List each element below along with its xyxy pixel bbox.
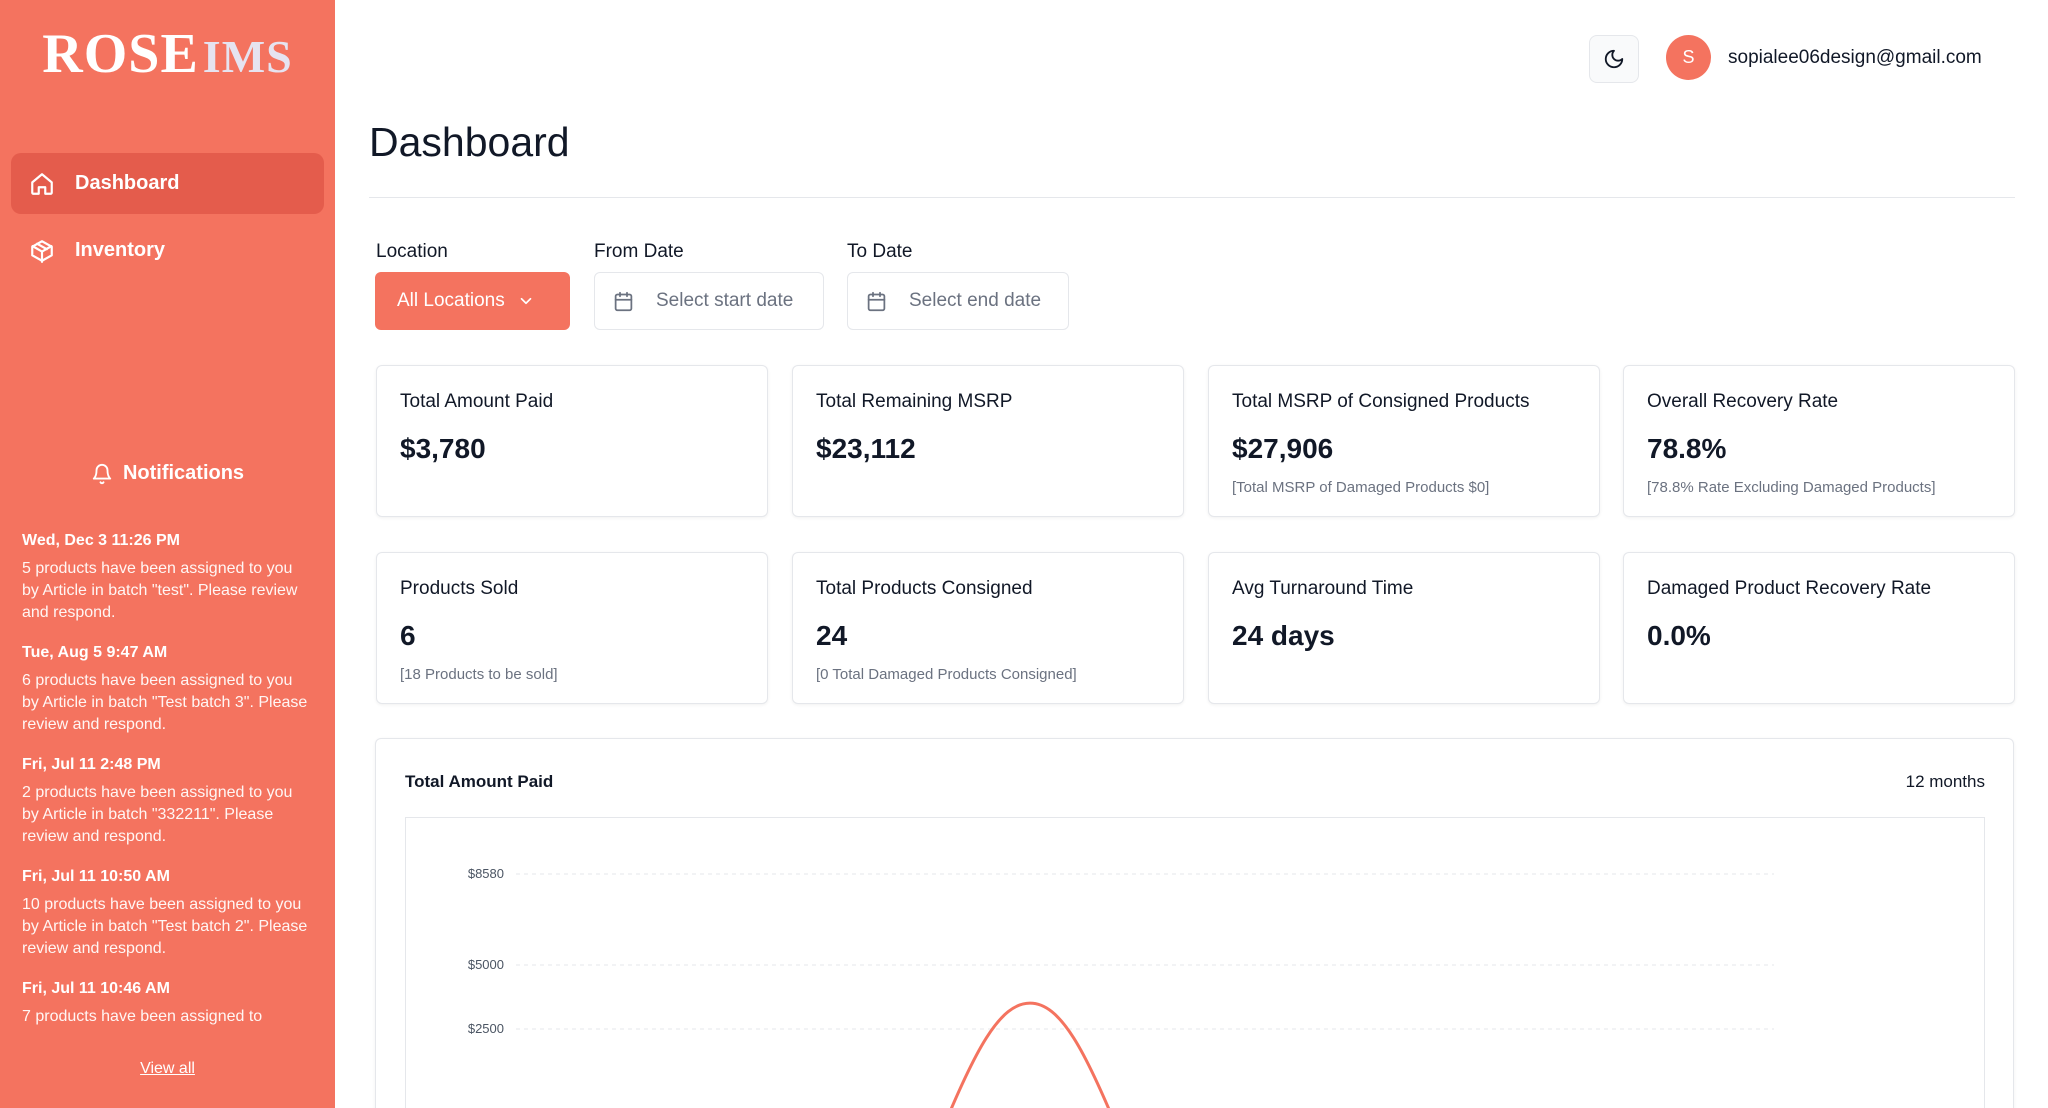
stat-title: Damaged Product Recovery Rate <box>1647 578 1932 599</box>
location-select[interactable]: All Locations <box>375 272 570 330</box>
calendar-icon <box>867 291 886 311</box>
notification-message: 2 products have been assigned to you by … <box>22 784 293 845</box>
home-icon <box>29 171 55 197</box>
notification-time: Fri, Jul 11 2:48 PM <box>22 756 161 773</box>
notifications-list[interactable]: Wed, Dec 3 11:26 PM 5 products have been… <box>22 530 312 1042</box>
stat-title: Total Products Consigned <box>816 578 1033 599</box>
stat-subtext: [78.8% Rate Excluding Damaged Products] <box>1647 479 1936 496</box>
notification-message: 6 products have been assigned to you by … <box>22 672 308 733</box>
notification-item[interactable]: Fri, Jul 11 10:50 AM 10 products have be… <box>22 866 312 960</box>
user-email[interactable]: sopialee06design@gmail.com <box>1728 47 1982 68</box>
logo-sub-text: IMS <box>202 31 293 82</box>
end-date-picker[interactable]: Select end date <box>847 272 1069 330</box>
stat-value: $3,780 <box>400 433 486 464</box>
stat-value: 24 <box>816 620 848 651</box>
stat-subtext: [0 Total Damaged Products Consigned] <box>816 666 1077 683</box>
sidebar-item-label: Inventory <box>75 239 166 261</box>
sidebar-item-inventory[interactable]: Inventory <box>11 220 324 281</box>
notification-time: Tue, Aug 5 9:47 AM <box>22 644 168 661</box>
stat-value: 78.8% <box>1647 433 1727 464</box>
view-all-notifications-link[interactable]: View all <box>140 1060 195 1077</box>
moon-icon <box>1604 49 1624 69</box>
notification-message: 10 products have been assigned to you by… <box>22 896 308 957</box>
stat-subtext: [Total MSRP of Damaged Products $0] <box>1232 479 1490 496</box>
notification-item[interactable]: Fri, Jul 11 10:46 AM 7 products have bee… <box>22 978 312 1028</box>
stat-value: $27,906 <box>1232 433 1334 464</box>
stat-card-total-remaining-msrp: Total Remaining MSRP $23,112 <box>792 365 1184 517</box>
notification-item[interactable]: Tue, Aug 5 9:47 AM 6 products have been … <box>22 642 312 736</box>
stat-title: Total Amount Paid <box>400 391 554 412</box>
stat-title: Avg Turnaround Time <box>1232 578 1414 599</box>
stat-value: $23,112 <box>816 433 916 464</box>
chevron-down-icon <box>520 297 532 305</box>
series-line <box>949 1001 1111 1108</box>
sidebar: ROSE IMS Dashboard Inventory Notificatio… <box>0 0 335 1108</box>
page-title: Dashboard <box>369 119 570 165</box>
stat-card-overall-recovery-rate: Overall Recovery Rate 78.8% [78.8% Rate … <box>1623 365 2015 517</box>
avatar[interactable]: S <box>1666 35 1711 80</box>
notification-message: 7 products have been assigned to <box>22 1008 263 1025</box>
line-chart-svg: $8580 $5000 $2500 <box>468 866 1774 1108</box>
sidebar-item-label: Dashboard <box>75 172 180 194</box>
stat-value: 0.0% <box>1647 620 1711 651</box>
stat-card-products-sold: Products Sold 6 [18 Products to be sold] <box>376 552 768 704</box>
stat-title: Total Remaining MSRP <box>816 391 1013 412</box>
y-tick-label: $8580 <box>468 866 504 881</box>
to-date-label: To Date <box>847 241 913 262</box>
line-chart: $8580 $5000 $2500 <box>405 817 1985 1108</box>
end-date-placeholder: Select end date <box>909 290 1042 311</box>
y-tick-label: $5000 <box>468 957 504 972</box>
stat-title: Total MSRP of Consigned Products <box>1232 391 1530 412</box>
notification-message: 5 products have been assigned to you by … <box>22 560 298 621</box>
notification-time: Fri, Jul 11 10:46 AM <box>22 980 170 997</box>
notification-time: Wed, Dec 3 11:26 PM <box>22 532 180 549</box>
package-icon <box>29 238 55 264</box>
stat-card-total-amount-paid: Total Amount Paid $3,780 <box>376 365 768 517</box>
from-date-label: From Date <box>594 241 684 262</box>
stat-card-avg-turnaround-time: Avg Turnaround Time 24 days <box>1208 552 1600 704</box>
chart-range-selector[interactable]: 12 months <box>1905 772 1985 791</box>
chart-title: Total Amount Paid <box>405 772 554 791</box>
calendar-icon <box>614 291 633 311</box>
stat-value: 6 <box>400 620 416 651</box>
start-date-placeholder: Select start date <box>656 290 794 311</box>
notification-time: Fri, Jul 11 10:50 AM <box>22 868 170 885</box>
app-logo[interactable]: ROSE IMS <box>0 22 335 86</box>
logo-main-text: ROSE <box>42 23 199 85</box>
notifications-title: Notifications <box>122 462 245 484</box>
stat-card-total-products-consigned: Total Products Consigned 24 [0 Total Dam… <box>792 552 1184 704</box>
sidebar-item-dashboard[interactable]: Dashboard <box>11 153 324 214</box>
stat-title: Products Sold <box>400 578 519 599</box>
bell-icon <box>92 463 112 484</box>
theme-toggle-button[interactable] <box>1589 35 1639 83</box>
stat-subtext: [18 Products to be sold] <box>400 666 558 683</box>
notifications-header: Notifications <box>0 462 335 485</box>
location-value: All Locations <box>397 290 505 311</box>
stat-value: 24 days <box>1232 620 1335 651</box>
notification-item[interactable]: Wed, Dec 3 11:26 PM 5 products have been… <box>22 530 312 624</box>
stat-card-total-msrp-consigned: Total MSRP of Consigned Products $27,906… <box>1208 365 1600 517</box>
chart-card: Total Amount Paid 12 months $8580 $5000 $2… <box>375 738 2014 1108</box>
divider <box>369 197 2015 198</box>
stat-card-damaged-recovery-rate: Damaged Product Recovery Rate 0.0% <box>1623 552 2015 704</box>
notification-item[interactable]: Fri, Jul 11 2:48 PM 2 products have been… <box>22 754 312 848</box>
start-date-picker[interactable]: Select start date <box>594 272 824 330</box>
location-label: Location <box>376 241 448 262</box>
y-tick-label: $2500 <box>468 1021 504 1036</box>
stat-title: Overall Recovery Rate <box>1647 391 1839 412</box>
